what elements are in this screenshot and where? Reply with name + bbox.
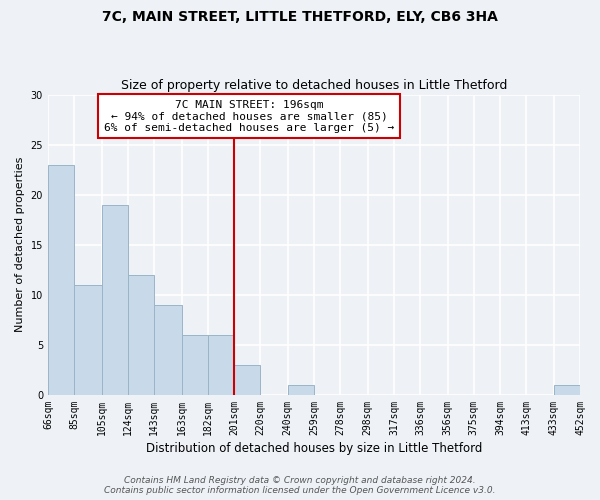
Text: Contains HM Land Registry data © Crown copyright and database right 2024.
Contai: Contains HM Land Registry data © Crown c… [104,476,496,495]
X-axis label: Distribution of detached houses by size in Little Thetford: Distribution of detached houses by size … [146,442,482,455]
Text: 7C MAIN STREET: 196sqm
← 94% of detached houses are smaller (85)
6% of semi-deta: 7C MAIN STREET: 196sqm ← 94% of detached… [104,100,394,133]
Bar [74,285,101,395]
Bar [101,204,128,395]
Title: Size of property relative to detached houses in Little Thetford: Size of property relative to detached ho… [121,79,507,92]
Bar [128,275,154,395]
Bar [288,385,314,395]
Bar [154,305,182,395]
Bar [554,385,580,395]
Text: 7C, MAIN STREET, LITTLE THETFORD, ELY, CB6 3HA: 7C, MAIN STREET, LITTLE THETFORD, ELY, C… [102,10,498,24]
Y-axis label: Number of detached properties: Number of detached properties [15,157,25,332]
Bar [182,335,208,395]
Bar [48,164,74,395]
Bar [234,365,260,395]
Bar [208,335,234,395]
